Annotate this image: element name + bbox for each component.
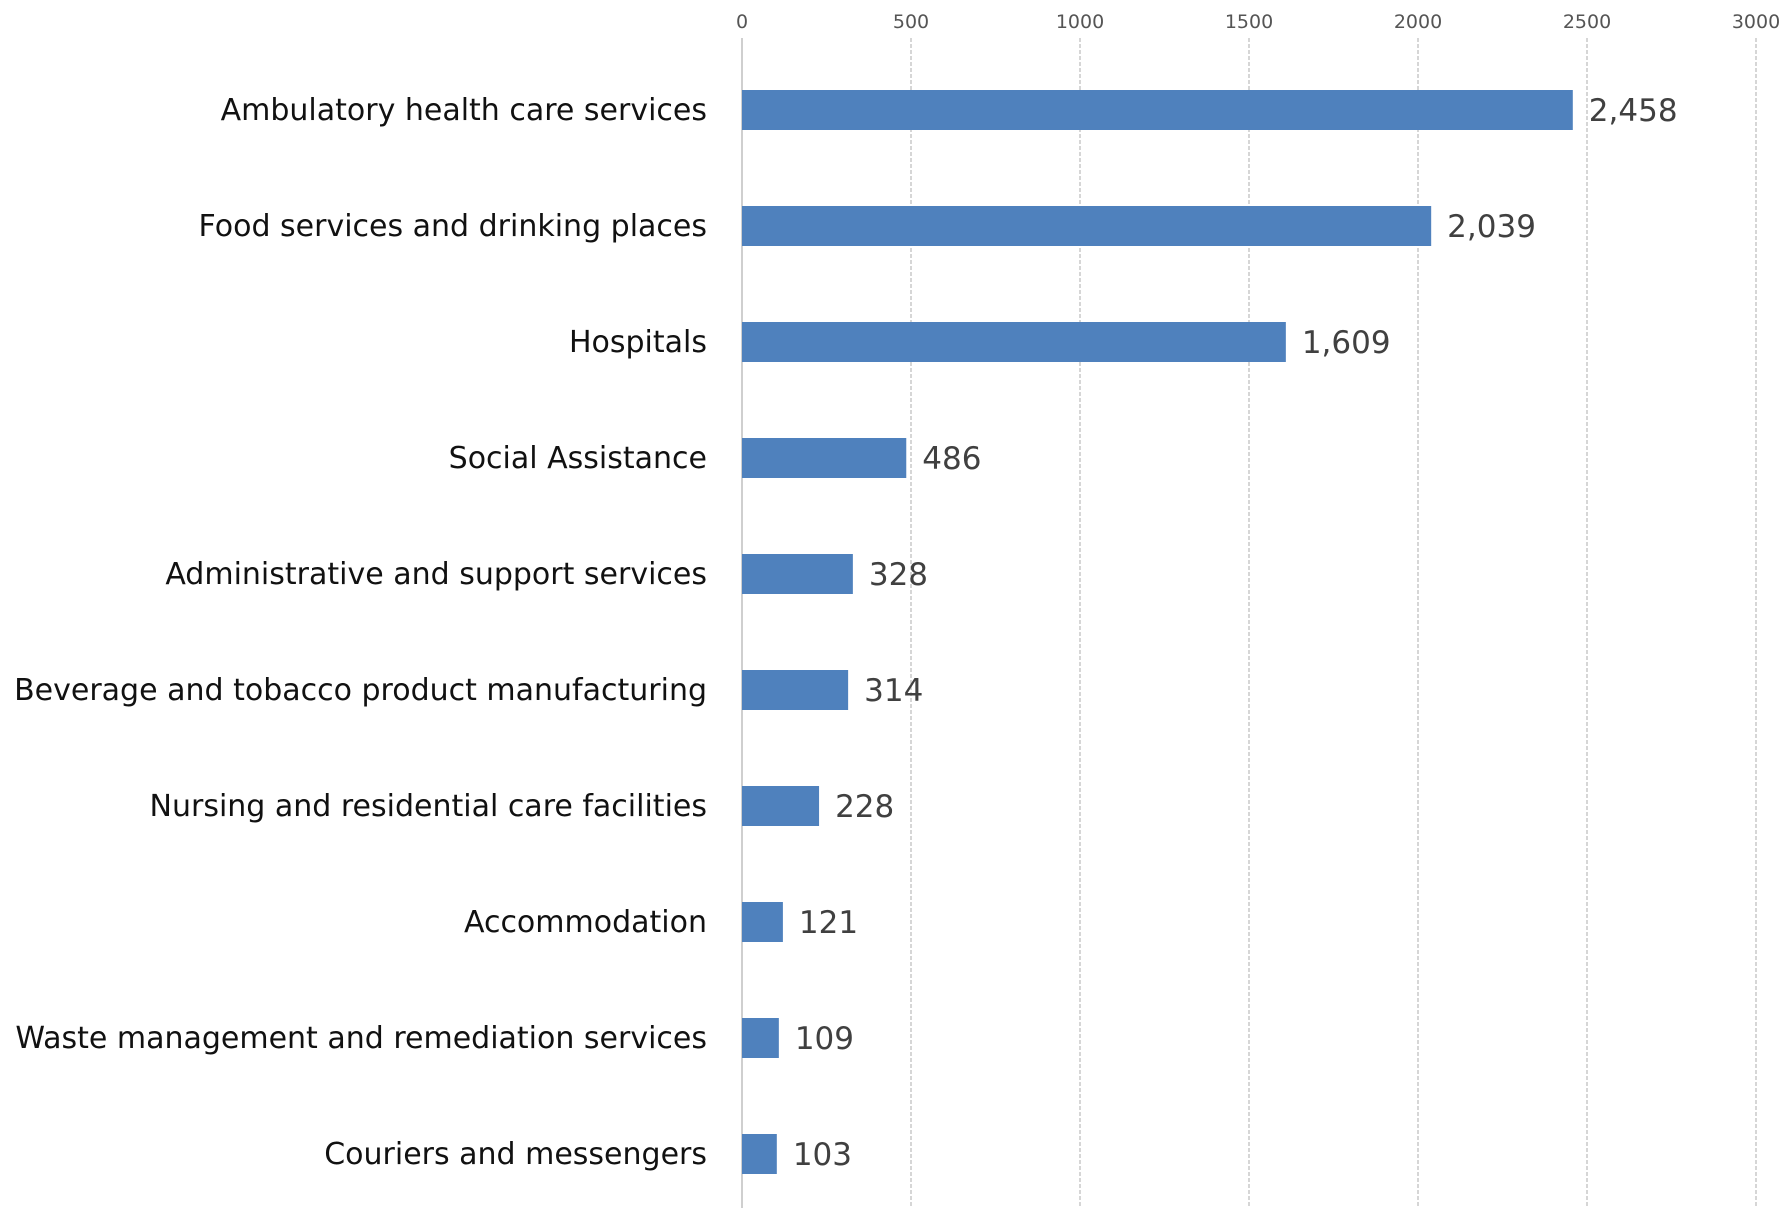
value-label-5: 328 xyxy=(869,557,928,593)
value-label-9: 109 xyxy=(795,1021,854,1057)
value-label-4: 486 xyxy=(922,441,981,477)
bar-5 xyxy=(742,554,853,594)
bar-8 xyxy=(742,902,783,942)
bars xyxy=(742,90,1573,1174)
x-tick-label-0: 0 xyxy=(736,11,748,33)
category-label-4: Social Assistance xyxy=(449,441,707,476)
category-label-10: Couriers and messengers xyxy=(324,1137,707,1172)
x-tick-label-2500: 2500 xyxy=(1563,11,1611,33)
value-label-3: 1,609 xyxy=(1302,325,1391,361)
category-label-6: Beverage and tobacco product manufacturi… xyxy=(14,673,707,708)
value-label-10: 103 xyxy=(793,1137,852,1173)
value-label-2: 2,039 xyxy=(1447,209,1536,245)
x-tick-label-3000: 3000 xyxy=(1732,11,1780,33)
value-label-7: 228 xyxy=(835,789,894,825)
category-label-1: Ambulatory health care services xyxy=(221,93,707,128)
value-label-6: 314 xyxy=(864,673,923,709)
x-axis-ticks: 0 500 1000 1500 2000 2500 3000 xyxy=(736,11,1780,33)
bar-2 xyxy=(742,206,1432,246)
value-labels: 2,458 2,039 1,609 486 328 314 228 121 109 103 xyxy=(793,93,1678,1173)
bar-4 xyxy=(742,438,907,478)
value-label-1: 2,458 xyxy=(1589,93,1678,129)
category-label-3: Hospitals xyxy=(569,325,707,360)
bar-1 xyxy=(742,90,1573,130)
category-labels: Ambulatory health care services Food serv… xyxy=(14,93,707,1172)
bar-3 xyxy=(742,322,1286,362)
bar-10 xyxy=(742,1134,777,1174)
x-tick-label-2000: 2000 xyxy=(1394,11,1442,33)
x-tick-label-1000: 1000 xyxy=(1056,11,1104,33)
bar-6 xyxy=(742,670,849,710)
value-label-8: 121 xyxy=(799,905,858,941)
category-label-5: Administrative and support services xyxy=(165,557,707,592)
bar-7 xyxy=(742,786,820,826)
category-label-8: Accommodation xyxy=(464,905,707,940)
bar-9 xyxy=(742,1018,779,1058)
x-tick-label-500: 500 xyxy=(893,11,929,33)
x-tick-label-1500: 1500 xyxy=(1225,11,1273,33)
category-label-9: Waste management and remediation service… xyxy=(15,1021,707,1056)
category-label-7: Nursing and residential care facilities xyxy=(150,789,707,824)
category-label-2: Food services and drinking places xyxy=(199,209,707,244)
